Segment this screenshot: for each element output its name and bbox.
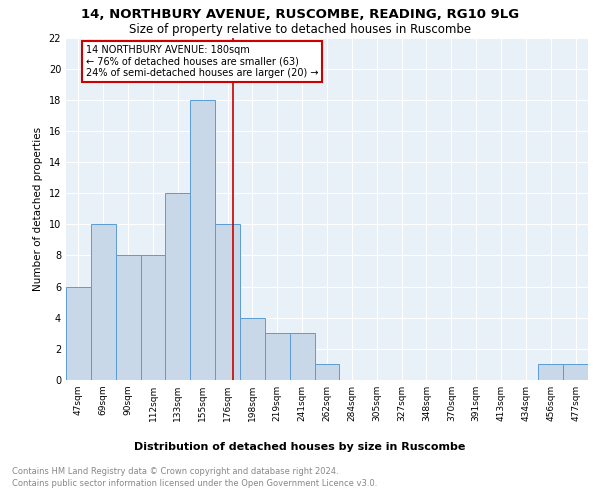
Bar [66,286,91,380]
Bar [314,364,340,380]
Bar [91,224,116,380]
Bar [166,193,190,380]
Text: 14, NORTHBURY AVENUE, RUSCOMBE, READING, RG10 9LG: 14, NORTHBURY AVENUE, RUSCOMBE, READING,… [81,8,519,20]
Text: Contains HM Land Registry data © Crown copyright and database right 2024.: Contains HM Land Registry data © Crown c… [12,468,338,476]
Bar [240,318,265,380]
Text: Size of property relative to detached houses in Ruscombe: Size of property relative to detached ho… [129,22,471,36]
Bar [290,334,314,380]
Bar [265,334,290,380]
Text: Contains public sector information licensed under the Open Government Licence v3: Contains public sector information licen… [12,479,377,488]
Bar [215,224,240,380]
Text: 14 NORTHBURY AVENUE: 180sqm
← 76% of detached houses are smaller (63)
24% of sem: 14 NORTHBURY AVENUE: 180sqm ← 76% of det… [86,46,319,78]
Bar [116,256,140,380]
Y-axis label: Number of detached properties: Number of detached properties [33,126,43,291]
Bar [140,256,166,380]
Bar [538,364,563,380]
Text: Distribution of detached houses by size in Ruscombe: Distribution of detached houses by size … [134,442,466,452]
Bar [190,100,215,380]
Bar [563,364,588,380]
